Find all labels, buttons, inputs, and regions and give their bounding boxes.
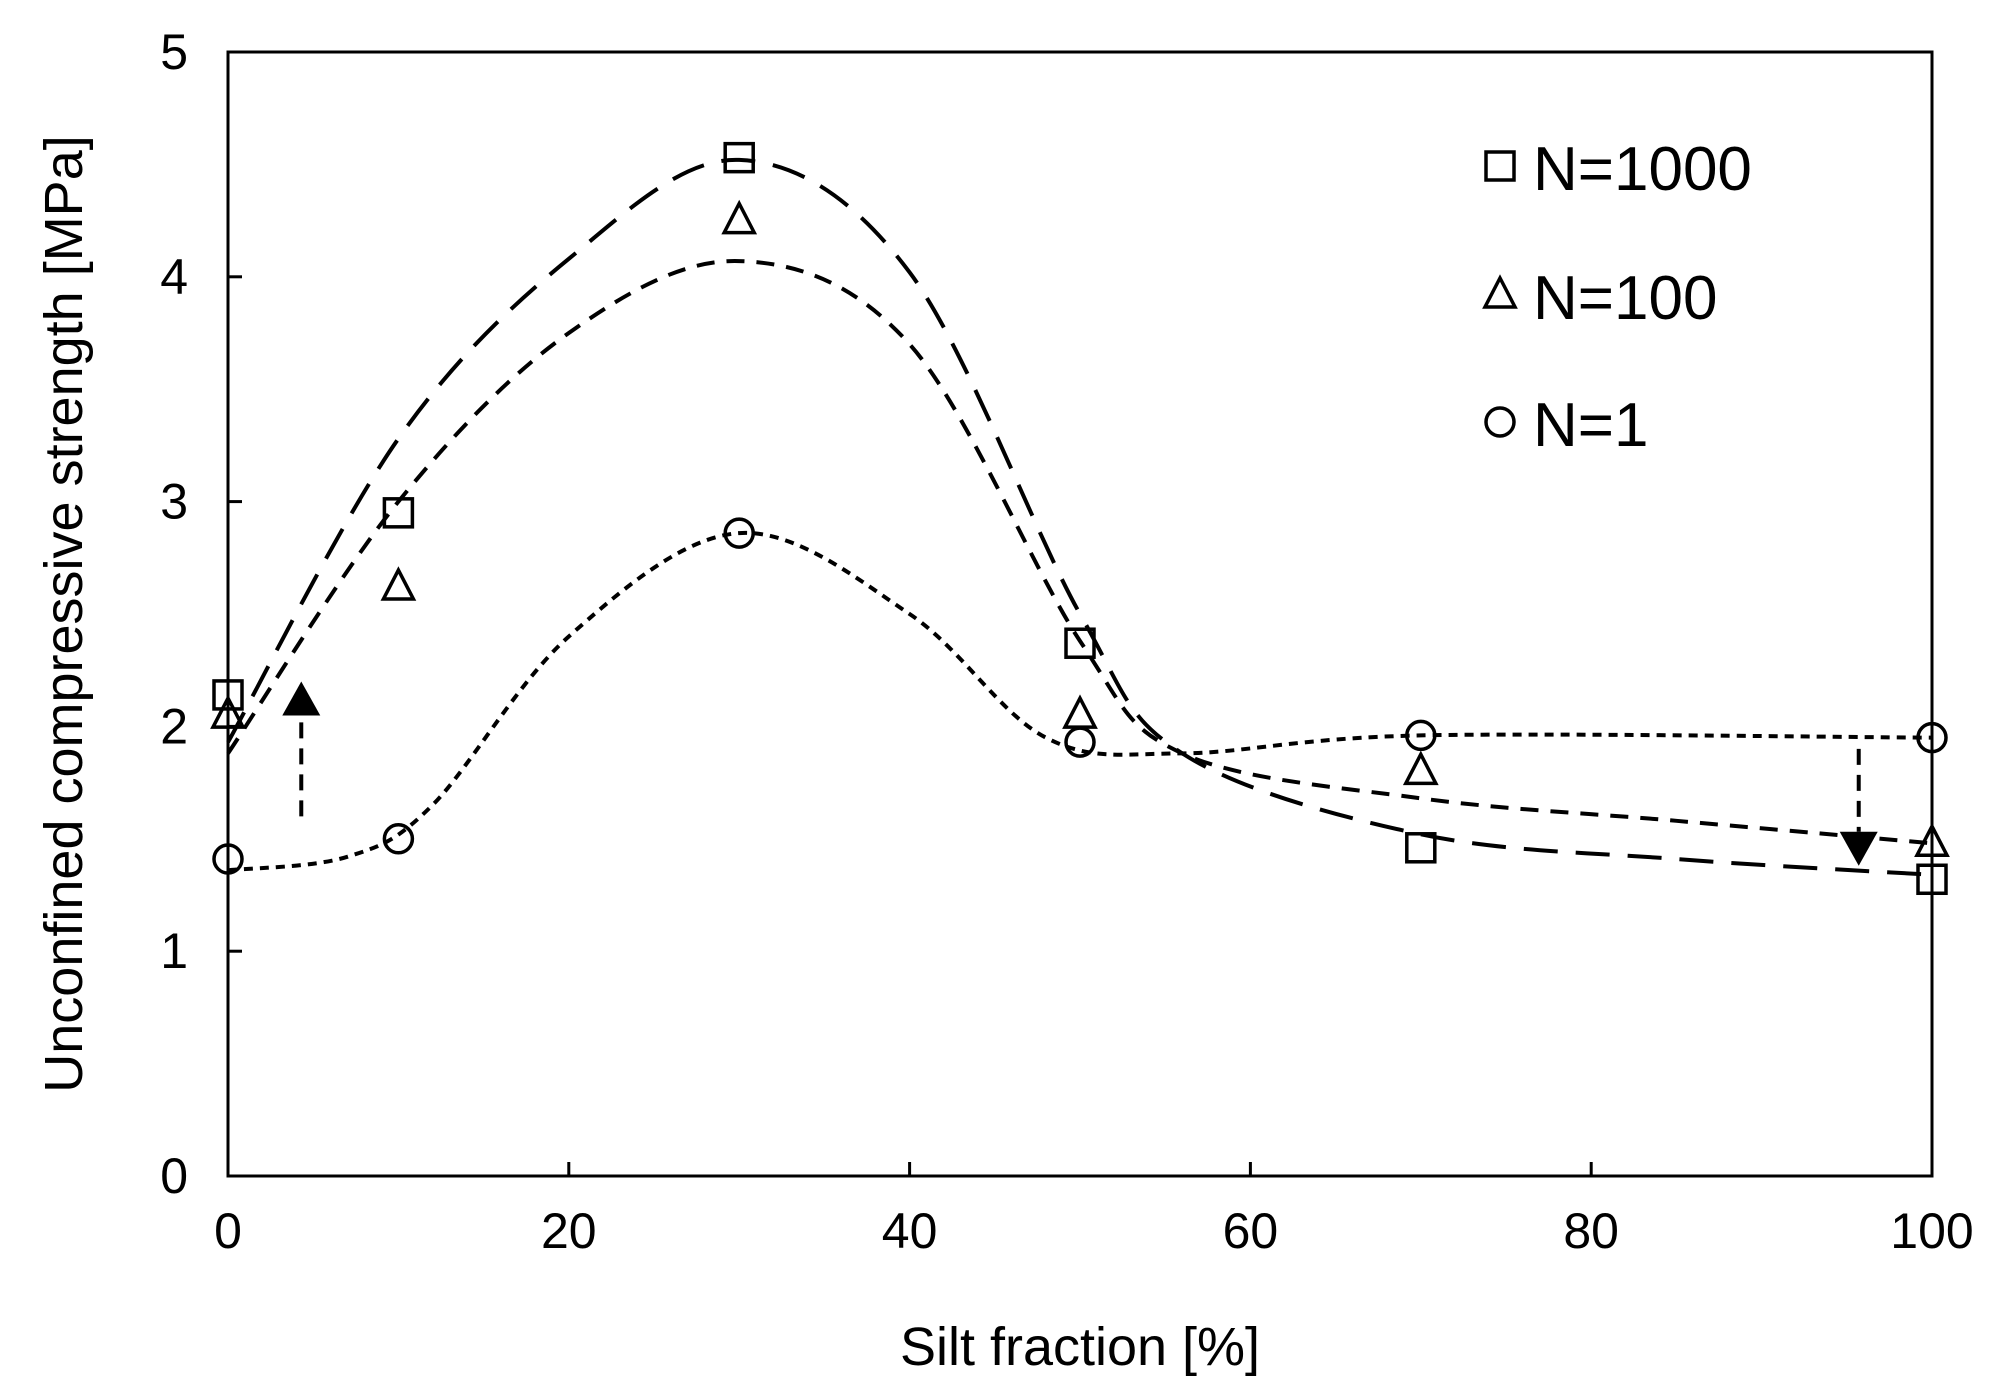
annotation-arrows: [282, 681, 1878, 866]
legend: N=1000 N=100 N=1: [1482, 135, 1752, 460]
data-point-triangle: [721, 199, 758, 235]
x-tick-label: 80: [1563, 1203, 1619, 1259]
y-tick-label: 2: [160, 698, 188, 754]
legend-label: N=100: [1533, 264, 1717, 333]
x-tick-label: 100: [1890, 1203, 1973, 1259]
legend-label: N=1: [1533, 391, 1648, 460]
data-point-circle: [382, 823, 415, 855]
data-point-square: [212, 679, 244, 711]
data-point-circle: [1405, 719, 1437, 752]
fit-line-n-1: [227, 531, 1933, 873]
y-tick-label: 0: [160, 1148, 188, 1204]
fit-line-n-1000: [226, 157, 1933, 877]
y-tick-label: 3: [160, 474, 188, 530]
legend-circle-icon: [1484, 406, 1516, 438]
x-tick-label: 0: [214, 1203, 242, 1259]
legend-triangle-icon: [1482, 274, 1518, 309]
y-tick-label: 5: [160, 24, 188, 80]
y-tick-label: 1: [160, 923, 188, 979]
data-point-triangle: [380, 566, 417, 601]
data-point-square: [1916, 863, 1948, 896]
legend-square-icon: [1484, 150, 1516, 182]
x-tick-label: 60: [1223, 1203, 1279, 1259]
data-point-circle: [1916, 721, 1948, 754]
data-point-square: [723, 141, 755, 174]
y-tick-label: 4: [160, 249, 188, 305]
fit-lines: [226, 157, 1933, 877]
data-point-circle: [723, 517, 755, 549]
arrow-up-head-icon: [282, 681, 321, 716]
data-point-circle: [1064, 726, 1096, 758]
y-axis-title: Unconfined compressive strength [MPa]: [34, 135, 94, 1092]
arrow-down-head-icon: [1839, 831, 1878, 866]
x-tick-label: 20: [541, 1203, 597, 1259]
data-point-square: [1064, 627, 1096, 659]
data-markers: [210, 141, 1950, 896]
data-point-triangle: [1914, 822, 1950, 858]
x-axis-title: Silt fraction [%]: [900, 1317, 1260, 1377]
data-point-circle: [212, 843, 244, 875]
x-tick-label: 40: [882, 1203, 938, 1259]
data-point-triangle: [1402, 750, 1439, 786]
data-point-square: [382, 497, 415, 529]
data-point-triangle: [1062, 694, 1098, 729]
x-axis-ticks: 0 20 40 60 80 100: [214, 1162, 1974, 1259]
fit-line-n-100: [226, 259, 1933, 846]
data-point-square: [1405, 832, 1437, 864]
y-axis-ticks: 0 1 2 3 4 5: [160, 24, 242, 1204]
legend-label: N=1000: [1533, 135, 1752, 204]
plot-frame: [226, 50, 1934, 1178]
